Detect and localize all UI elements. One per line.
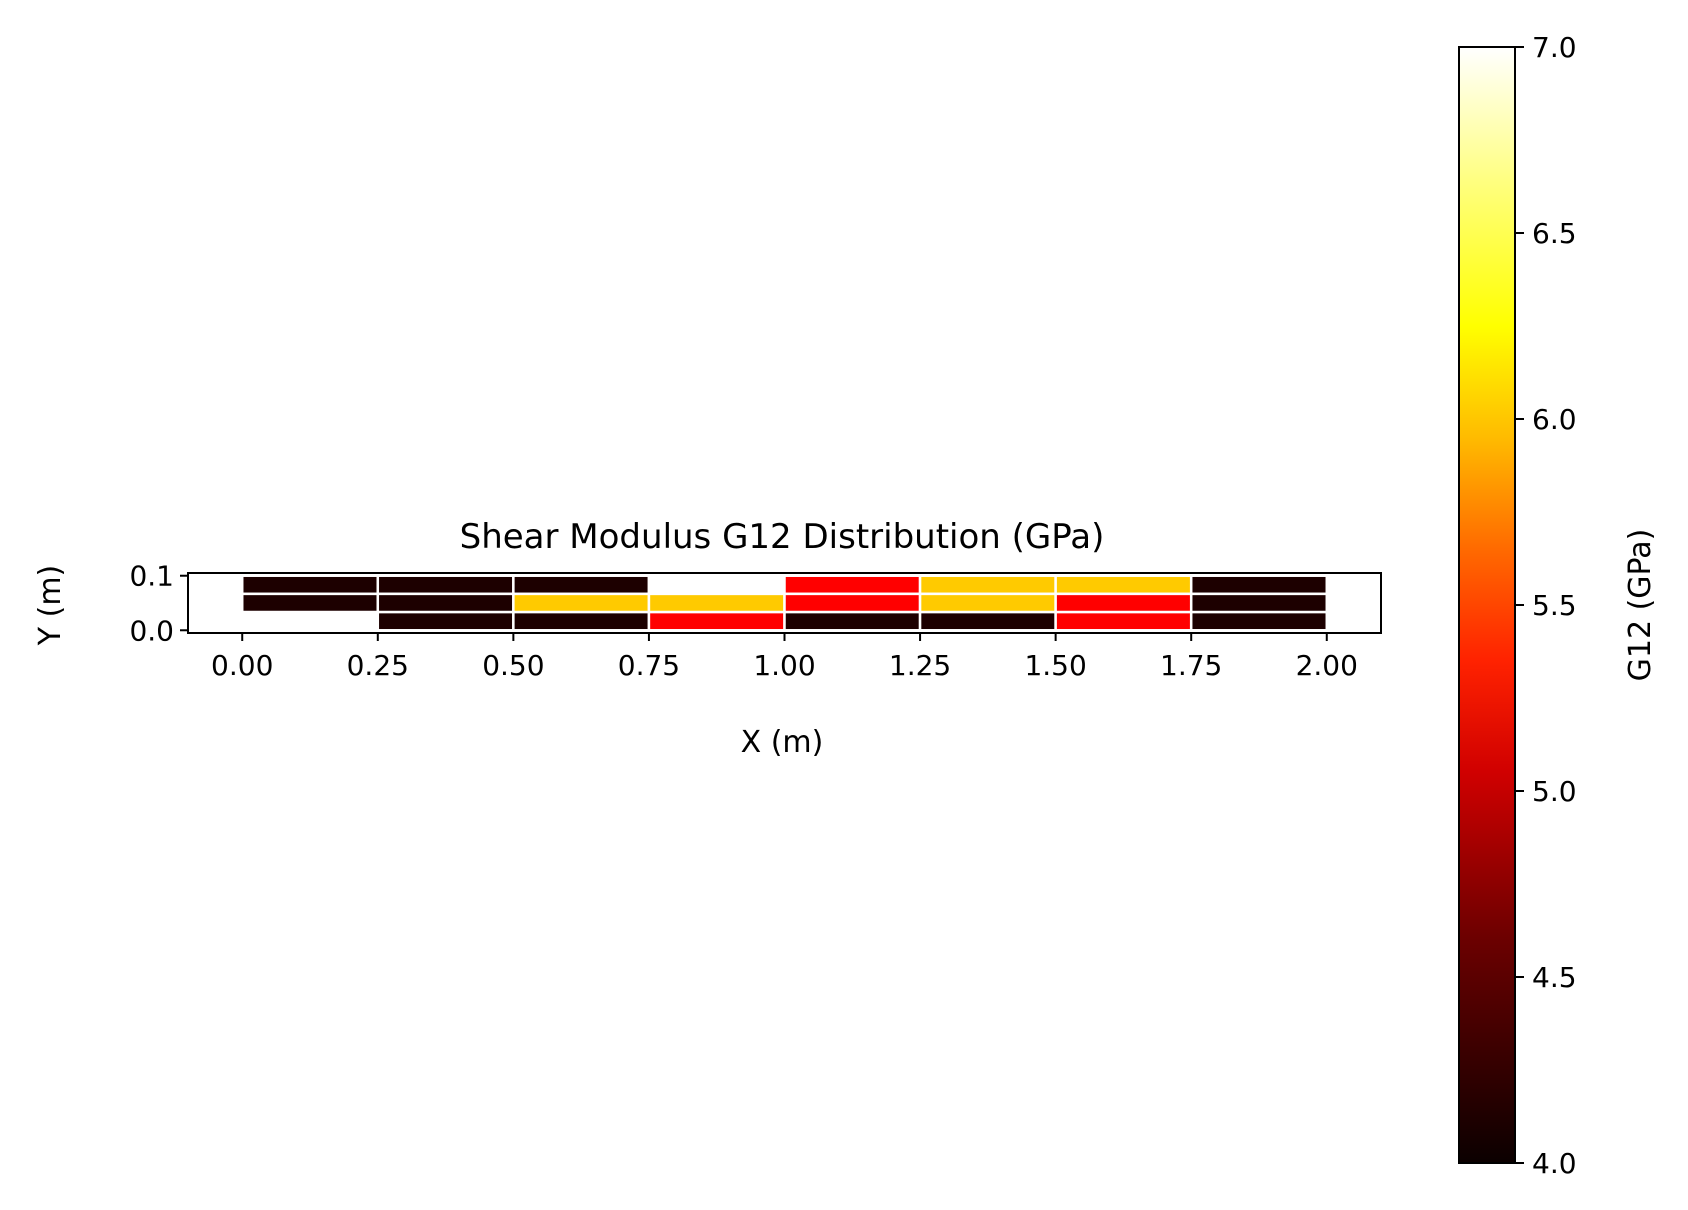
heatmap-cell <box>783 574 922 596</box>
x-axis-label: X (m) <box>741 725 824 760</box>
heatmap-cells <box>240 574 1329 632</box>
heatmap-cell <box>376 574 515 596</box>
heatmap-cell <box>1054 574 1193 596</box>
heatmap-cell <box>918 610 1057 632</box>
colorbar-tick-label: 4.0 <box>1532 1147 1577 1180</box>
heatmap-cell <box>647 574 786 596</box>
colorbar-tick-label: 6.5 <box>1532 217 1577 250</box>
colorbar-tick-label: 7.0 <box>1532 31 1577 64</box>
colorbar <box>1458 46 1516 1164</box>
heatmap-cell <box>376 592 515 614</box>
heatmap-cell <box>512 592 651 614</box>
x-tick-label: 2.00 <box>1296 649 1358 682</box>
x-tick-label: 1.50 <box>1024 649 1086 682</box>
colorbar-tick-label: 4.5 <box>1532 961 1577 994</box>
colorbar-tick-label: 6.0 <box>1532 403 1577 436</box>
heatmap-cell <box>1189 574 1329 596</box>
heatmap-cell <box>1189 592 1329 614</box>
heatmap-cell <box>647 610 786 632</box>
x-tick-label: 0.50 <box>482 649 544 682</box>
heatmap-cell <box>918 574 1057 596</box>
colorbar-tick-label: 5.0 <box>1532 775 1577 808</box>
heatmap-cell <box>647 592 786 614</box>
x-tick-label: 1.25 <box>889 649 951 682</box>
heatmap-cell <box>1054 592 1193 614</box>
heatmap-cell <box>783 592 922 614</box>
x-tick-label: 0.25 <box>347 649 409 682</box>
heatmap-cell <box>240 610 380 632</box>
x-tick-label: 0.00 <box>211 649 273 682</box>
y-tick-label: 0.1 <box>129 560 174 593</box>
heatmap-cell <box>783 610 922 632</box>
colorbar-label: G12 (GPa) <box>1623 529 1658 682</box>
chart-title: Shear Modulus G12 Distribution (GPa) <box>460 517 1105 557</box>
x-tick-label: 0.75 <box>618 649 680 682</box>
heatmap-cell <box>240 574 380 596</box>
x-axis-ticks: 0.00 0.25 0.50 0.75 1.00 1.25 1.50 1.75 2.00 <box>211 633 1358 682</box>
colorbar-tick-label: 5.5 <box>1532 589 1577 622</box>
x-tick-label: 1.00 <box>753 649 815 682</box>
y-axis-label: Y (m) <box>33 565 68 647</box>
y-tick-label: 0.0 <box>129 614 174 647</box>
heatmap-cell <box>918 592 1057 614</box>
heatmap-cell <box>1189 610 1329 632</box>
y-axis-ticks: 0.0 0.1 <box>129 560 188 647</box>
heatmap-cell <box>512 610 651 632</box>
x-tick-label: 1.75 <box>1160 649 1222 682</box>
colorbar-ticks: 4.0 4.5 5.0 5.5 6.0 6.5 7.0 <box>1515 31 1577 1180</box>
heatmap-cell <box>240 592 380 614</box>
heatmap-cell <box>376 610 515 632</box>
heatmap-cell <box>512 574 651 596</box>
heatmap-cell <box>1054 610 1193 632</box>
